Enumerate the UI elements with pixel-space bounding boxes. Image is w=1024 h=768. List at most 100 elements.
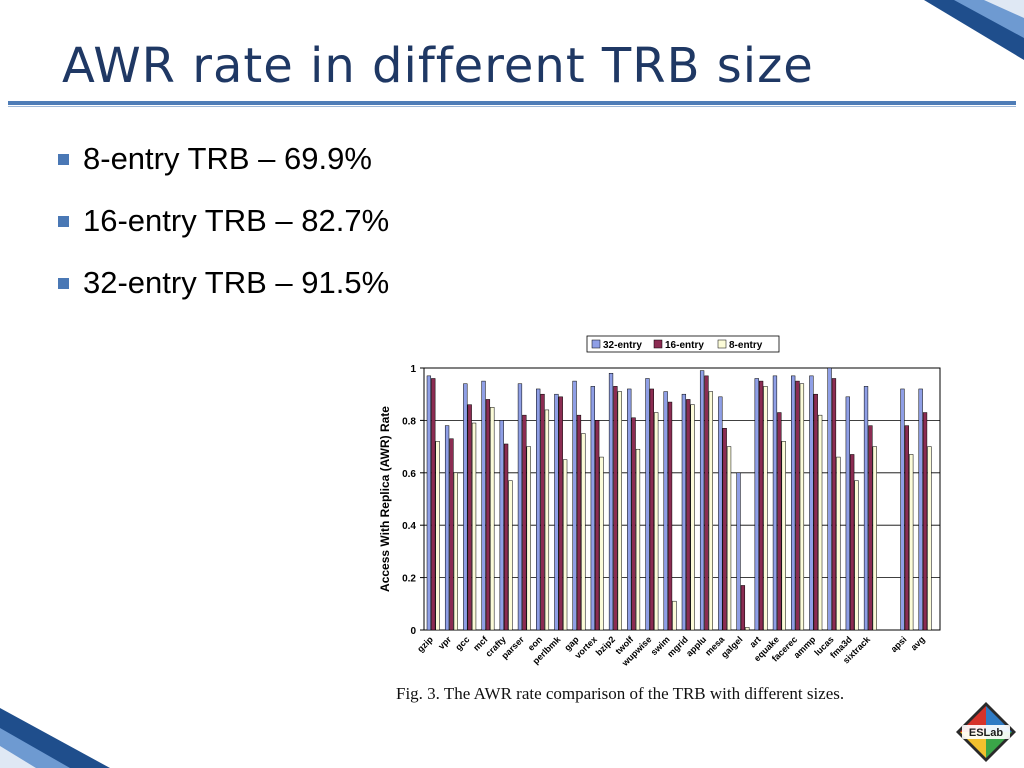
legend-swatch-8-entry [717, 339, 727, 349]
bar-8-entry-swim [672, 600, 677, 631]
bar-32-entry-eon [536, 388, 541, 631]
bar-32-entry-bzip2 [608, 372, 614, 631]
x-tick-label: gcc [453, 634, 471, 652]
bar-32-entry-perlbmk [554, 393, 559, 631]
bar-16-entry-ammp [813, 393, 818, 631]
bar-8-entry-ammp [817, 414, 823, 631]
bar-16-entry-applu [704, 375, 709, 631]
bar-32-entry-gap [572, 380, 577, 631]
bar-8-entry-gcc [471, 422, 477, 631]
bullet-text-8-entry: 8-entry TRB – 69.9% [83, 141, 372, 176]
bar-32-entry-fma3d [845, 396, 850, 631]
bar-16-entry-gzip [431, 378, 436, 631]
bar-16-entry-sixtrack [868, 425, 873, 631]
bullet-square-icon [58, 215, 69, 227]
bar-16-entry-crafty [503, 443, 509, 631]
bar-8-entry-mesa [726, 446, 732, 631]
slide-title: AWR rate in different TRB size [62, 38, 814, 94]
bar-32-entry-equake [772, 375, 778, 631]
y-tick-label: 0 [410, 626, 416, 637]
bullet-list: 8-entry TRB – 69.9% 16-entry TRB – 82.7%… [58, 128, 389, 314]
bar-8-entry-perlbmk [562, 459, 568, 631]
bar-16-entry-gap [576, 414, 582, 631]
bar-32-entry-vortex [590, 386, 595, 631]
figure-caption: Fig. 3. The AWR rate comparison of the T… [396, 684, 845, 703]
bar-8-entry-fma3d [854, 480, 859, 631]
title-underline-thin [8, 106, 1016, 107]
bar-8-entry-eon [544, 409, 550, 631]
bar-8-entry-lucas [836, 456, 841, 631]
bar-16-entry-facerec [795, 380, 800, 631]
y-tick-label: 0.8 [402, 416, 416, 427]
y-tick-label: 0.6 [402, 469, 416, 480]
bar-16-entry-perlbmk [558, 396, 563, 631]
svg-text:ESLab: ESLab [969, 727, 1004, 739]
bullet-text-32-entry: 32-entry TRB – 91.5% [83, 265, 390, 300]
bar-8-entry-sixtrack [872, 446, 877, 631]
bar-8-entry-mgrid [690, 404, 695, 631]
bar-8-entry-vpr [453, 472, 458, 631]
bar-8-entry-applu [708, 391, 713, 631]
bullet-item: 8-entry TRB – 69.9% [58, 128, 389, 190]
x-tick-label: applu [684, 634, 708, 658]
bar-8-entry-vortex [599, 456, 604, 631]
y-tick-label: 0.4 [402, 521, 416, 532]
bar-8-entry-apsi [909, 454, 914, 631]
bullet-text-16-entry: 16-entry TRB – 82.7% [83, 203, 390, 238]
bar-16-entry-parser [522, 414, 527, 631]
bar-8-entry-avg [927, 446, 932, 631]
bar-32-entry-apsi [900, 388, 905, 631]
bar-32-entry-swim [663, 391, 668, 631]
bar-32-entry-parser [517, 383, 523, 631]
bar-16-entry-vpr [449, 438, 454, 631]
bar-16-entry-swim [667, 401, 673, 631]
bar-8-entry-bzip2 [617, 391, 622, 631]
bar-32-entry-mgrid [681, 393, 687, 631]
bar-8-entry-gzip [435, 441, 440, 631]
bar-8-entry-crafty [508, 480, 513, 631]
y-axis-label: Access With Replica (AWR) Rate [378, 406, 392, 592]
bar-8-entry-wupwise [654, 412, 659, 631]
bar-16-entry-avg [922, 412, 928, 631]
bar-16-entry-fma3d [850, 454, 855, 631]
corner-decoration-top-right [924, 0, 1024, 60]
y-tick-label: 0.2 [402, 574, 416, 585]
bar-32-entry-twolf [627, 388, 632, 631]
bar-16-entry-bzip2 [613, 386, 618, 631]
bar-32-entry-gzip [426, 375, 432, 631]
bar-32-entry-mcf [481, 380, 486, 631]
bar-16-entry-twolf [631, 417, 636, 631]
bar-16-entry-wupwise [649, 388, 654, 631]
title-underline [8, 101, 1016, 105]
x-tick-label: mgrid [665, 634, 690, 659]
legend-label-32-entry: 32-entry [603, 340, 642, 351]
corner-decoration-bottom-left [0, 708, 110, 768]
legend-box [586, 335, 780, 353]
legend-swatch-32-entry [591, 339, 601, 349]
bullet-item: 32-entry TRB – 91.5% [58, 252, 389, 314]
bar-8-entry-galgel [745, 627, 750, 631]
x-tick-label: apsi [889, 634, 909, 654]
bar-32-entry-applu [699, 370, 705, 631]
bar-32-entry-lucas [827, 367, 832, 631]
bar-32-entry-wupwise [645, 378, 650, 631]
bar-16-entry-mesa [722, 428, 727, 631]
bar-8-entry-parser [526, 446, 531, 631]
bar-32-entry-avg [918, 388, 923, 631]
bar-32-entry-facerec [791, 375, 796, 631]
chart-svg: 0 0.2 0.4 0.6 0.8 1 Access With Replica (AWR) … [378, 335, 941, 669]
x-tick-label: bzip2 [594, 634, 617, 657]
eslab-logo: ESLab [956, 702, 1016, 762]
bar-16-entry-eon [540, 393, 545, 631]
bullet-item: 16-entry TRB – 82.7% [58, 190, 389, 252]
bar-32-entry-mesa [718, 396, 723, 631]
bar-32-entry-sixtrack [863, 386, 869, 631]
bar-8-entry-gap [581, 433, 586, 631]
bar-16-entry-mcf [485, 399, 491, 631]
bar-16-entry-equake [777, 412, 782, 631]
bullet-square-icon [58, 277, 69, 289]
bar-8-entry-twolf [635, 448, 641, 631]
bar-16-entry-galgel [740, 585, 746, 631]
bar-32-entry-art [754, 378, 759, 631]
legend-swatch-16-entry [653, 339, 663, 349]
